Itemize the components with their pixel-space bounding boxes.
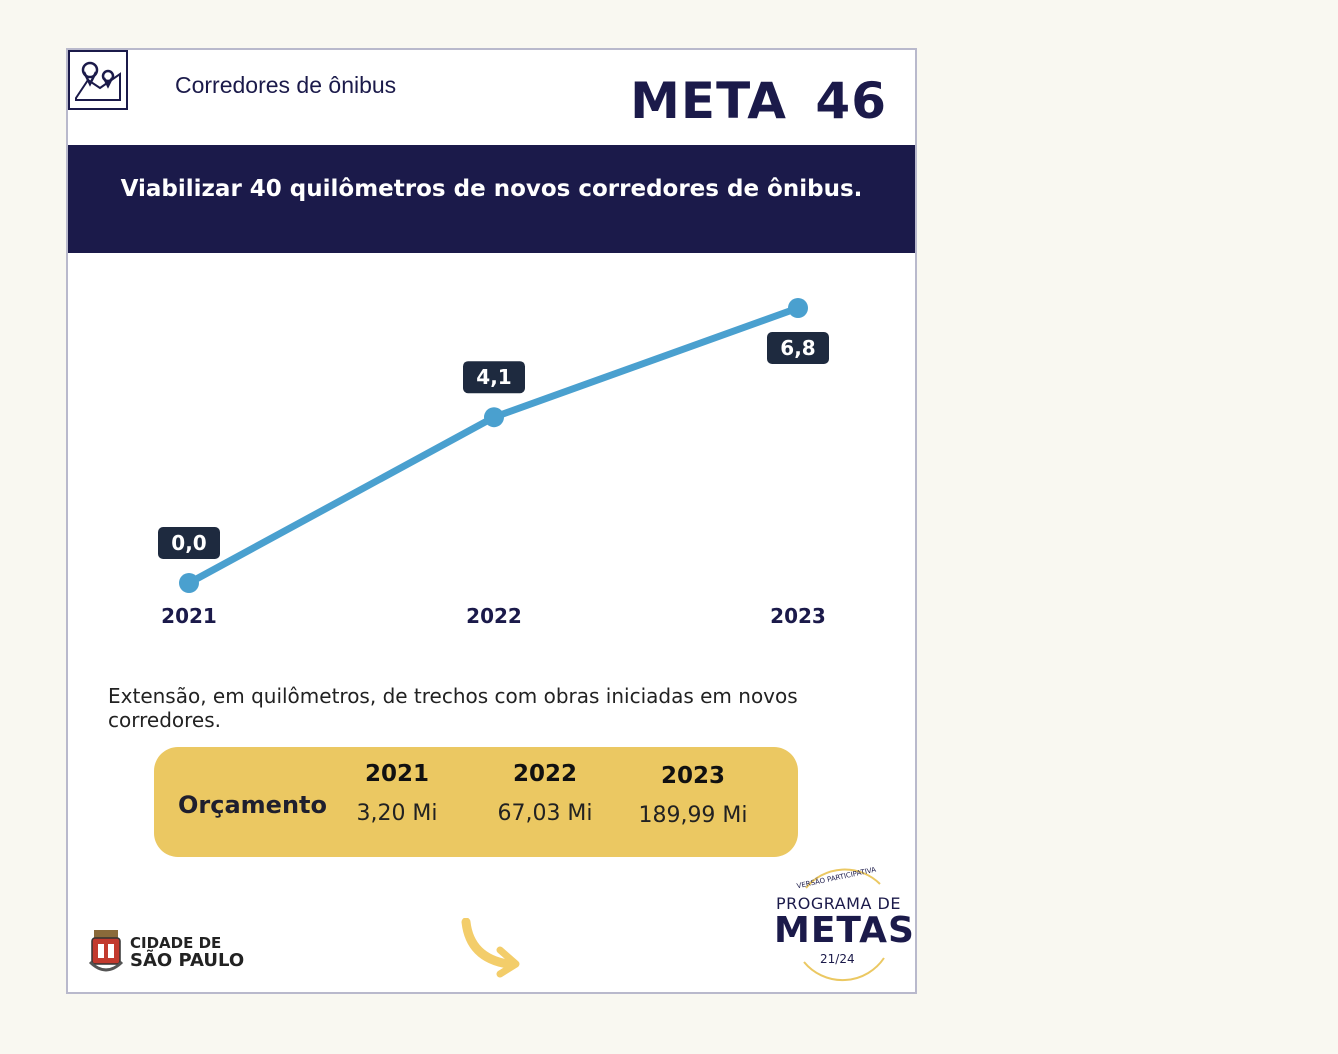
city-crest-icon bbox=[88, 930, 124, 972]
map-pin-icon bbox=[68, 50, 128, 110]
program-line1: PROGRAMA DE bbox=[776, 894, 901, 913]
budget-column: 2021 3,20 Mi bbox=[332, 761, 462, 826]
city-line1: CIDADE DE bbox=[130, 934, 222, 952]
x-tick-label: 2023 bbox=[770, 604, 826, 628]
data-label: 0,0 bbox=[171, 531, 206, 555]
budget-year: 2021 bbox=[364, 761, 429, 787]
x-tick-label: 2022 bbox=[466, 604, 522, 628]
city-logo: CIDADE DE SÃO PAULO bbox=[88, 928, 248, 980]
budget-value: 189,99 Mi bbox=[638, 803, 748, 828]
data-label-box bbox=[767, 332, 829, 364]
program-period: 21/24 bbox=[820, 952, 855, 966]
goal-card: Corredores de ônibus META 46 Viabilizar … bbox=[66, 48, 917, 994]
data-label-box bbox=[158, 527, 220, 559]
budget-column: 2022 67,03 Mi bbox=[480, 761, 610, 826]
budget-year: 2022 bbox=[512, 761, 577, 787]
city-name: CIDADE DE SÃO PAULO bbox=[130, 934, 244, 970]
series-line bbox=[185, 304, 802, 587]
indicator-description: Extensão, em quilômetros, de trechos com… bbox=[108, 684, 798, 732]
data-label-box bbox=[463, 361, 525, 394]
program-line2: METAS bbox=[774, 910, 915, 951]
data-point bbox=[179, 573, 199, 593]
curved-arrow-icon[interactable] bbox=[460, 917, 530, 978]
data-label: 6,8 bbox=[780, 336, 815, 360]
topic-label: Corredores de ônibus bbox=[175, 72, 397, 98]
data-point bbox=[788, 298, 808, 318]
line-chart: 0,0 2021 4,1 2022 6,8 2023 bbox=[158, 298, 829, 628]
data-label: 4,1 bbox=[476, 365, 511, 389]
x-tick-label: 2021 bbox=[161, 604, 217, 628]
budget-panel: Orçamento 2021 3,20 Mi 2022 67,03 Mi 202… bbox=[154, 747, 798, 857]
meta-title: META 46 bbox=[630, 72, 887, 130]
city-line2: SÃO PAULO bbox=[130, 950, 245, 971]
budget-label: Orçamento bbox=[178, 791, 327, 819]
budget-value: 67,03 Mi bbox=[497, 801, 593, 826]
budget-year: 2023 bbox=[660, 763, 725, 789]
budget-value: 3,20 Mi bbox=[356, 801, 438, 826]
goal-banner: Viabilizar 40 quilômetros de novos corre… bbox=[68, 145, 915, 253]
program-logo: VERSÃO PARTICIPATIVA PROGRAMA DE METAS 2… bbox=[768, 858, 914, 986]
budget-column: 2023 189,99 Mi bbox=[628, 763, 758, 828]
data-point bbox=[484, 407, 504, 428]
